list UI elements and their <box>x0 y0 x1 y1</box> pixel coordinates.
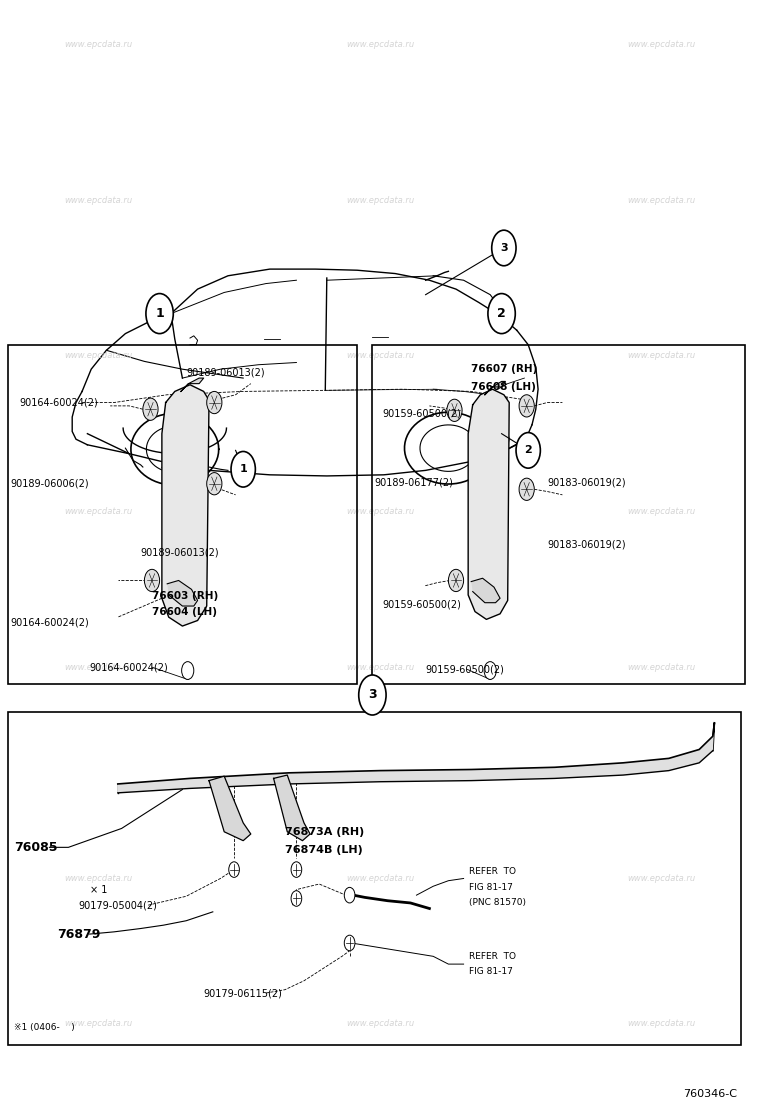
Circle shape <box>207 391 222 414</box>
Polygon shape <box>485 381 505 395</box>
Text: 76607 (RH): 76607 (RH) <box>471 365 537 374</box>
Text: www.epcdata.ru: www.epcdata.ru <box>65 1019 133 1027</box>
Text: www.epcdata.ru: www.epcdata.ru <box>346 196 414 205</box>
Text: 90183-06019(2): 90183-06019(2) <box>547 478 625 487</box>
Text: 90164-60024(2): 90164-60024(2) <box>10 618 89 627</box>
Circle shape <box>291 862 302 877</box>
Polygon shape <box>118 723 714 793</box>
Text: 90189-06177(2): 90189-06177(2) <box>375 478 454 487</box>
Polygon shape <box>167 580 198 606</box>
Circle shape <box>492 230 516 266</box>
Circle shape <box>344 887 355 903</box>
Text: www.epcdata.ru: www.epcdata.ru <box>627 40 695 49</box>
Polygon shape <box>209 776 251 841</box>
Text: × 1: × 1 <box>90 885 107 894</box>
Text: www.epcdata.ru: www.epcdata.ru <box>346 40 414 49</box>
Bar <box>8 712 741 1045</box>
Circle shape <box>519 478 534 500</box>
Polygon shape <box>181 378 204 391</box>
Text: www.epcdata.ru: www.epcdata.ru <box>65 196 133 205</box>
Text: 76603 (RH): 76603 (RH) <box>152 592 218 600</box>
Text: www.epcdata.ru: www.epcdata.ru <box>346 663 414 672</box>
Text: 76085: 76085 <box>14 841 57 854</box>
Text: 76874B (LH): 76874B (LH) <box>285 845 363 854</box>
Text: www.epcdata.ru: www.epcdata.ru <box>346 874 414 883</box>
Text: ※1 (0406-    ): ※1 (0406- ) <box>14 1023 74 1032</box>
Text: 76873A (RH): 76873A (RH) <box>285 827 364 836</box>
Text: 90159-60500(2): 90159-60500(2) <box>426 665 505 674</box>
Text: www.epcdata.ru: www.epcdata.ru <box>65 663 133 672</box>
Text: 90189-06013(2): 90189-06013(2) <box>141 548 219 557</box>
Text: 2: 2 <box>524 446 532 455</box>
Circle shape <box>344 935 355 951</box>
Text: 1: 1 <box>239 465 247 474</box>
Text: 90164-60024(2): 90164-60024(2) <box>90 663 169 672</box>
Text: REFER  TO: REFER TO <box>469 952 516 961</box>
Circle shape <box>182 662 194 679</box>
Circle shape <box>146 294 173 334</box>
Circle shape <box>207 473 222 495</box>
Circle shape <box>291 891 302 906</box>
Text: www.epcdata.ru: www.epcdata.ru <box>346 507 414 516</box>
Text: www.epcdata.ru: www.epcdata.ru <box>627 196 695 205</box>
Circle shape <box>519 395 534 417</box>
Circle shape <box>484 662 496 679</box>
Text: FIG 81-17: FIG 81-17 <box>469 883 513 892</box>
Text: FIG 81-17: FIG 81-17 <box>469 967 513 976</box>
Text: 2: 2 <box>497 307 506 320</box>
Text: www.epcdata.ru: www.epcdata.ru <box>627 1019 695 1027</box>
Bar <box>372 345 745 684</box>
Text: 90159-60500(2): 90159-60500(2) <box>382 600 461 609</box>
Text: www.epcdata.ru: www.epcdata.ru <box>627 507 695 516</box>
Text: 76608 (LH): 76608 (LH) <box>471 383 536 391</box>
Circle shape <box>448 569 464 592</box>
Text: www.epcdata.ru: www.epcdata.ru <box>65 40 133 49</box>
Text: 76879: 76879 <box>57 927 100 941</box>
Text: 90164-60024(2): 90164-60024(2) <box>19 398 98 407</box>
Text: 1: 1 <box>155 307 164 320</box>
Circle shape <box>229 862 239 877</box>
Text: www.epcdata.ru: www.epcdata.ru <box>346 351 414 360</box>
Text: www.epcdata.ru: www.epcdata.ru <box>627 663 695 672</box>
Circle shape <box>144 569 160 592</box>
Text: www.epcdata.ru: www.epcdata.ru <box>346 1019 414 1027</box>
Polygon shape <box>468 389 509 619</box>
Text: 90159-60500(2): 90159-60500(2) <box>382 409 461 418</box>
Text: www.epcdata.ru: www.epcdata.ru <box>65 874 133 883</box>
Text: 3: 3 <box>368 688 377 702</box>
Text: 90183-06019(2): 90183-06019(2) <box>547 540 625 549</box>
Circle shape <box>359 675 386 715</box>
Text: www.epcdata.ru: www.epcdata.ru <box>65 507 133 516</box>
Circle shape <box>516 433 540 468</box>
Circle shape <box>143 398 158 420</box>
Circle shape <box>488 294 515 334</box>
Circle shape <box>447 399 462 421</box>
Text: www.epcdata.ru: www.epcdata.ru <box>627 351 695 360</box>
Text: www.epcdata.ru: www.epcdata.ru <box>65 351 133 360</box>
Text: www.epcdata.ru: www.epcdata.ru <box>627 874 695 883</box>
Text: 76604 (LH): 76604 (LH) <box>152 607 217 616</box>
Circle shape <box>231 451 255 487</box>
Text: 90179-05004(2): 90179-05004(2) <box>78 901 157 910</box>
Text: 90179-06115(2): 90179-06115(2) <box>204 989 283 997</box>
Polygon shape <box>162 385 209 626</box>
Text: 760346-C: 760346-C <box>683 1089 737 1099</box>
Polygon shape <box>274 775 310 841</box>
Bar <box>8 345 357 684</box>
Text: 90189-06006(2): 90189-06006(2) <box>10 479 88 488</box>
Polygon shape <box>471 578 500 603</box>
Text: REFER  TO: REFER TO <box>469 867 516 876</box>
Text: 3: 3 <box>500 244 508 252</box>
Text: (PNC 81570): (PNC 81570) <box>469 898 526 907</box>
Text: 90189-06013(2): 90189-06013(2) <box>186 368 264 377</box>
